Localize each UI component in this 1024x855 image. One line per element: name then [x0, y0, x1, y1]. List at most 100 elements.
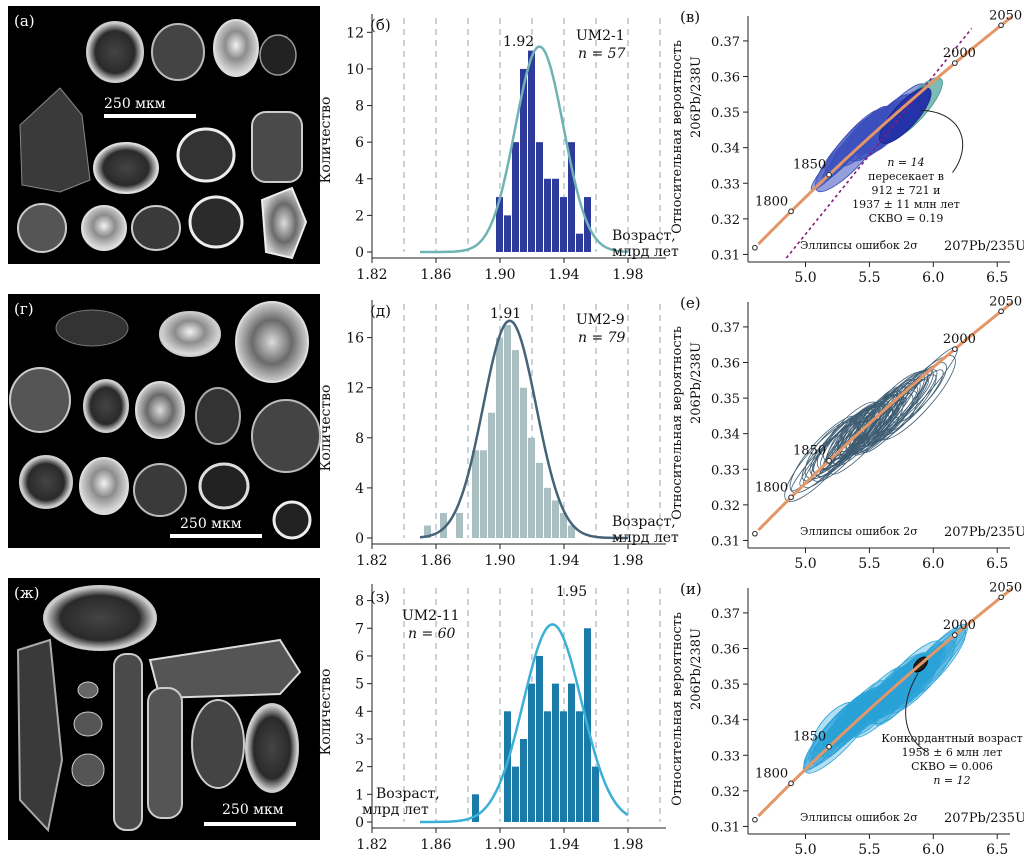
y-tick-label: 4: [355, 481, 364, 497]
y-tick-label: 0: [355, 531, 364, 547]
x-axis-label: Возраст,: [612, 228, 676, 244]
histogram-bar: [528, 437, 535, 538]
y-tick-label: 12: [346, 25, 364, 41]
y-axis-label: Количество: [318, 97, 334, 184]
y-tick-label: 16: [346, 331, 364, 347]
histogram-bar: [512, 142, 519, 252]
y-tick-label: 0.31: [711, 820, 740, 835]
mean-ellipse: [879, 87, 932, 145]
age-label: 2000: [943, 618, 976, 633]
y-tick-label: 0.36: [711, 357, 740, 372]
age-label: 2000: [943, 332, 976, 347]
callout-line: [905, 673, 928, 753]
y-tick-label: 12: [346, 381, 364, 397]
error-ellipse: [888, 369, 934, 420]
x-tick-label: 5.0: [794, 556, 816, 572]
concordia-panel-v: 1800 1850 2000 2050 5.0 5.5 6.0 6.5 0.31 0.32 0.33…: [670, 8, 1024, 286]
histogram-bar: [424, 525, 431, 538]
histogram-bar: [440, 512, 447, 538]
y-axis-isotope-label: 206Pb/238U: [689, 628, 704, 710]
error-ellipse-note: Эллипсы ошибок 2σ: [800, 525, 918, 538]
age-marker: [826, 457, 832, 464]
scale-label: 250 мкм: [180, 516, 242, 532]
panel-letter: (б): [370, 16, 391, 34]
y-tick-label: 5: [355, 677, 364, 693]
sample-name: UM2-9: [576, 312, 625, 328]
x-tick-label: 5.5: [858, 556, 880, 572]
age-marker: [752, 244, 758, 251]
age-marker: [826, 743, 832, 750]
y-tick-label: 8: [355, 431, 364, 447]
y-tick-label: 6: [355, 649, 364, 665]
y-tick-label: 1: [355, 787, 364, 803]
sample-name: UM2-11: [402, 608, 460, 624]
age-marker: [952, 346, 958, 352]
age-marker: [788, 780, 794, 787]
histogram-bar: [528, 50, 535, 252]
panel-letter: (е): [680, 294, 701, 312]
error-ellipse: [822, 405, 881, 470]
y-tick-label: 2: [355, 760, 364, 776]
histogram-bar: [504, 325, 511, 538]
photo-panel-zh: 250 мкм (ж): [8, 578, 320, 840]
histogram-bar: [568, 525, 575, 538]
y-axis-label: Количество: [318, 669, 334, 756]
histogram-bar: [504, 711, 511, 822]
x-axis-isotope-label: 207Pb/235U: [944, 811, 1024, 826]
y-tick-label: 0.35: [711, 678, 740, 693]
histogram-um2-9: 1.82 1.86 1.90 1.94 1.98 0 4 8 12 16: [346, 300, 666, 569]
density-curve: [420, 623, 629, 824]
error-ellipse-note: Эллипсы ошибок 2σ: [800, 239, 918, 252]
age-label: 2050: [989, 294, 1022, 309]
x-tick-label: 1.98: [612, 267, 643, 283]
age-marker: [788, 208, 794, 215]
y-tick-label: 4: [355, 172, 364, 188]
note: n = 12: [933, 774, 970, 787]
histogram-bar: [472, 450, 479, 538]
photo-panel-g: 250 мкм (г): [8, 294, 321, 548]
y-tick-label: 0: [355, 815, 364, 831]
x-tick-label: 1.98: [612, 837, 643, 853]
error-ellipse: [810, 699, 867, 761]
histogram-bar: [592, 766, 599, 822]
histogram-bar: [552, 683, 559, 822]
age-label: 2050: [989, 580, 1022, 595]
error-ellipse: [818, 411, 880, 479]
note: пересекает в: [868, 170, 944, 183]
error-ellipse: [891, 362, 947, 424]
age-label: 1850: [793, 158, 826, 173]
scale-label: 250 мкм: [222, 802, 284, 818]
panel-letter: (а): [14, 12, 35, 30]
concordia-curve: [757, 587, 1013, 818]
y-tick-label: 0.37: [711, 607, 740, 622]
age-label: 2000: [943, 46, 976, 61]
error-ellipse: [848, 391, 899, 447]
y-axis-isotope-label: 206Pb/238U: [689, 342, 704, 424]
histogram-bar: [504, 215, 511, 252]
note: Конкордантный возраст: [881, 732, 1022, 745]
histogram-bar: [544, 711, 551, 822]
age-marker: [752, 530, 758, 537]
y-tick-label: 10: [346, 62, 364, 78]
y-tick-label: 6: [355, 135, 364, 151]
histogram-bar: [536, 462, 543, 538]
x-tick-label: 1.98: [612, 553, 643, 569]
concordia-panel-e: 1800 1850 2000 2050 5.0 5.5 6.0 6.5 0.31 0.32 0.33…: [670, 294, 1024, 572]
age-marker: [952, 60, 958, 66]
histogram-bar: [520, 738, 527, 822]
sample-count: n = 57: [578, 46, 626, 62]
discordia-line: [785, 27, 973, 259]
note: СКВО = 0.19: [869, 212, 944, 225]
y-axis-label: Относительная вероятность: [670, 612, 685, 806]
peak-label: 1.95: [556, 584, 587, 600]
y-axis-isotope-label: 206Pb/238U: [689, 56, 704, 138]
x-axis-isotope-label: 207Pb/235U: [944, 239, 1024, 254]
x-tick-label: 1.86: [420, 837, 451, 853]
histogram-bar: [560, 711, 567, 822]
x-tick-label: 6.5: [986, 270, 1008, 286]
error-ellipse: [836, 403, 887, 457]
sample-count: n = 60: [408, 626, 456, 642]
note: n = 14: [887, 156, 924, 169]
histogram-bar: [512, 766, 519, 822]
